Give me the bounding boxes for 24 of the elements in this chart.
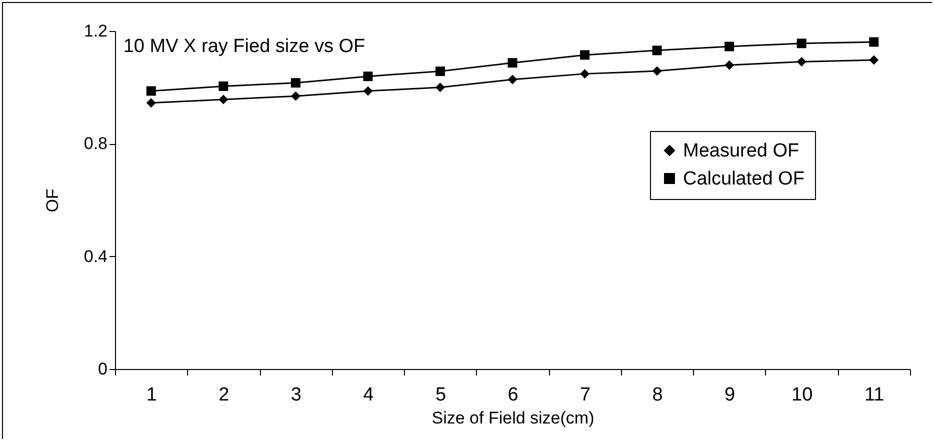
x-tick-label: 4 bbox=[363, 384, 374, 406]
point bbox=[580, 69, 590, 79]
x-tick-label: 9 bbox=[724, 384, 736, 406]
y-axis-title: OF bbox=[42, 188, 62, 212]
x-tick-label: 11 bbox=[864, 384, 884, 406]
y-tick-label: 0 bbox=[98, 360, 108, 378]
y-tick-label: 0.8 bbox=[84, 134, 108, 154]
x-tick-label: 7 bbox=[580, 384, 591, 406]
point bbox=[435, 82, 445, 92]
legend-label: Measured OF bbox=[683, 140, 800, 162]
y-tick-label: 1.2 bbox=[84, 22, 108, 40]
x-tick-label: 8 bbox=[652, 384, 663, 406]
x-tick-label: 5 bbox=[435, 384, 446, 406]
x-tick-label: 6 bbox=[508, 384, 518, 406]
legend-label: Calculated OF bbox=[683, 168, 804, 190]
point bbox=[580, 50, 590, 60]
x-tick-label: 10 bbox=[792, 384, 813, 406]
point bbox=[435, 66, 445, 76]
x-tick-label: 1 bbox=[146, 384, 157, 406]
y-tick-label: 0.4 bbox=[84, 246, 108, 266]
x-tick-label: 2 bbox=[218, 384, 230, 406]
x-axis-title: Size of Field size(cm) bbox=[432, 408, 594, 428]
x-tick-label: 3 bbox=[290, 384, 302, 406]
chart-title: 10 MV X ray Fied size vs OF bbox=[123, 36, 366, 57]
